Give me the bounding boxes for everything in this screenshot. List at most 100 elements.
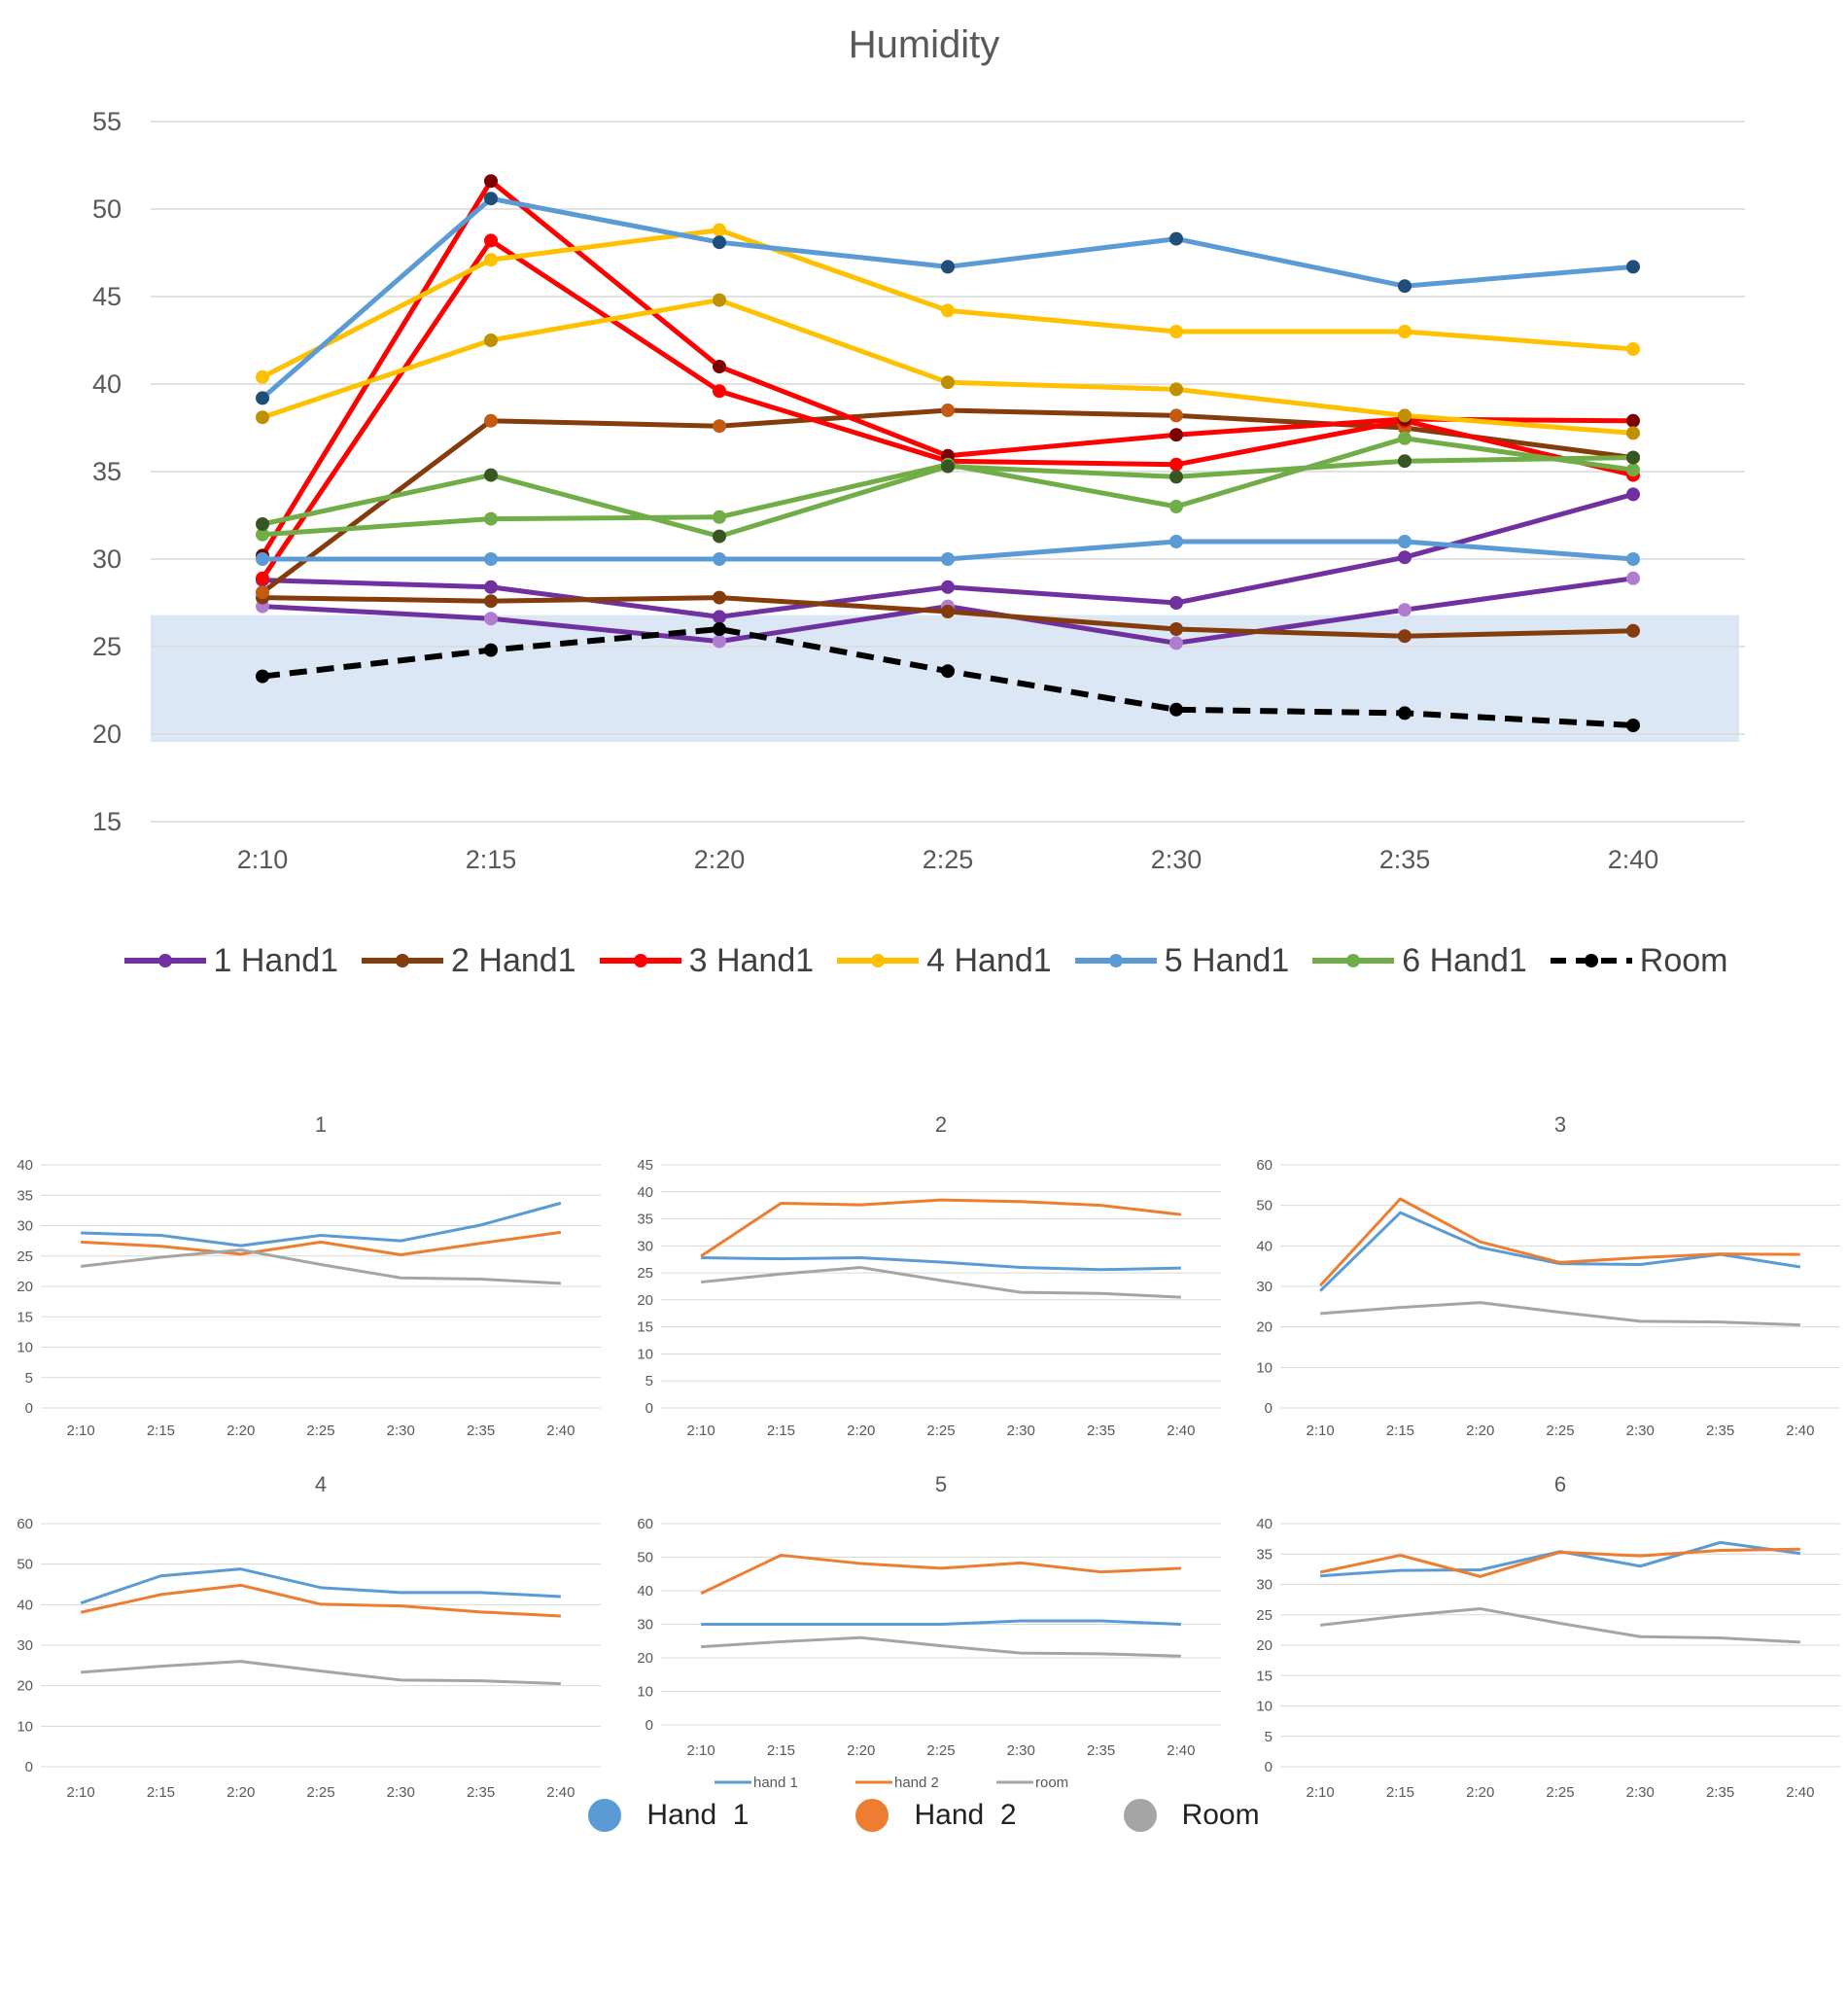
y-tick-label: 50 <box>637 1550 653 1566</box>
y-tick-label: 10 <box>637 1684 653 1701</box>
y-tick-label: 10 <box>637 1346 653 1362</box>
series-line <box>701 1635 1181 1658</box>
data-point <box>1169 500 1183 513</box>
data-point <box>1398 454 1412 469</box>
data-point <box>713 293 726 307</box>
small-chart-title: 3 <box>1554 1112 1566 1137</box>
bottom-legend-item: Room <box>1123 1799 1260 1832</box>
y-tick-label: 20 <box>637 1650 653 1667</box>
series-line <box>701 1619 1181 1626</box>
y-tick-label: 10 <box>1256 1699 1273 1715</box>
y-tick-label: 25 <box>1256 1607 1273 1624</box>
legend-swatch <box>123 954 206 967</box>
data-point <box>1169 231 1183 246</box>
x-tick-label: 2:10 <box>67 1423 95 1439</box>
y-tick-label: 10 <box>17 1340 33 1356</box>
legend-swatch <box>599 954 681 967</box>
data-point <box>713 529 726 544</box>
data-point <box>484 552 498 566</box>
data-point <box>256 527 269 542</box>
data-point <box>1169 535 1183 548</box>
data-point <box>941 552 955 566</box>
legend-swatch <box>1550 954 1632 967</box>
data-point <box>941 260 955 274</box>
legend-label: 3 Hand1 <box>688 941 815 979</box>
y-tick-label: 20 <box>637 1292 653 1309</box>
y-tick-label: 55 <box>92 107 122 136</box>
data-point <box>484 580 498 594</box>
data-point <box>1398 629 1412 644</box>
x-tick-label: 2:35 <box>1379 845 1431 874</box>
y-tick-label: 20 <box>1256 1319 1273 1336</box>
data-point <box>713 622 726 636</box>
x-tick-label: 2:20 <box>227 1423 255 1439</box>
small-chart-title: 4 <box>315 1472 327 1496</box>
x-tick-label: 2:40 <box>1608 845 1659 874</box>
y-tick-label: 40 <box>637 1583 653 1599</box>
series-line <box>1320 1540 1801 1578</box>
x-tick-label: 2:40 <box>1786 1784 1814 1801</box>
legend-item: 5 Hand1 <box>1071 941 1289 980</box>
data-point <box>484 174 498 189</box>
data-point <box>1169 702 1183 717</box>
legend-label: Hand 1 <box>646 1799 750 1831</box>
x-tick-label: 2:25 <box>1546 1423 1574 1439</box>
x-tick-label: 2:35 <box>1706 1784 1734 1801</box>
data-point <box>256 585 269 600</box>
x-tick-label: 2:10 <box>1307 1784 1335 1801</box>
series-line <box>80 1248 561 1285</box>
data-point <box>941 404 955 417</box>
data-point <box>941 605 955 618</box>
data-point <box>713 510 726 524</box>
data-point <box>1626 552 1640 566</box>
y-tick-label: 5 <box>645 1373 653 1389</box>
legend-label: Room <box>1639 941 1728 979</box>
series-line <box>261 195 1634 401</box>
data-point <box>713 552 726 566</box>
data-point <box>256 552 269 566</box>
y-tick-label: 5 <box>1265 1729 1273 1745</box>
data-point <box>484 612 498 626</box>
series-line <box>700 1198 1182 1258</box>
legend-swatch <box>1074 954 1157 967</box>
legend-marker <box>157 954 172 967</box>
data-point <box>1626 426 1640 440</box>
data-point <box>1398 603 1412 617</box>
legend-label: 6 Hand1 <box>1402 941 1527 979</box>
y-tick-label: 40 <box>1256 1516 1273 1532</box>
x-tick-label: 2:20 <box>847 1742 875 1759</box>
y-tick-label: 45 <box>92 282 122 311</box>
data-point <box>713 384 726 399</box>
data-point <box>1626 342 1640 356</box>
y-tick-label: 30 <box>17 1637 33 1654</box>
y-tick-label: 50 <box>1256 1198 1273 1214</box>
data-point <box>713 235 726 250</box>
y-tick-label: 25 <box>17 1248 33 1265</box>
x-tick-label: 2:35 <box>1087 1423 1115 1439</box>
x-tick-label: 2:10 <box>687 1423 715 1439</box>
x-tick-label: 2:20 <box>847 1423 875 1439</box>
x-tick-label: 2:35 <box>1706 1423 1734 1439</box>
y-tick-label: 0 <box>1265 1759 1273 1775</box>
x-tick-label: 2:35 <box>1087 1742 1115 1759</box>
x-tick-label: 2:40 <box>546 1784 575 1801</box>
data-point <box>1169 470 1183 484</box>
x-tick-label: 2:30 <box>1007 1423 1035 1439</box>
legend-label: 4 Hand1 <box>926 941 1052 979</box>
data-point <box>1169 428 1183 442</box>
data-point <box>713 419 726 434</box>
data-point <box>1169 408 1183 423</box>
data-point <box>1626 623 1640 638</box>
main-chart-title: Humidity <box>848 23 1000 66</box>
series-line <box>80 1583 561 1618</box>
y-tick-label: 60 <box>1256 1157 1273 1174</box>
x-tick-label: 2:15 <box>147 1423 175 1439</box>
data-point <box>484 192 498 206</box>
legend-item: 6 Hand1 <box>1308 941 1527 980</box>
legend-label: Room <box>1181 1799 1260 1831</box>
y-tick-label: 40 <box>637 1184 653 1201</box>
data-point <box>1398 550 1412 565</box>
y-tick-label: 60 <box>17 1516 33 1532</box>
